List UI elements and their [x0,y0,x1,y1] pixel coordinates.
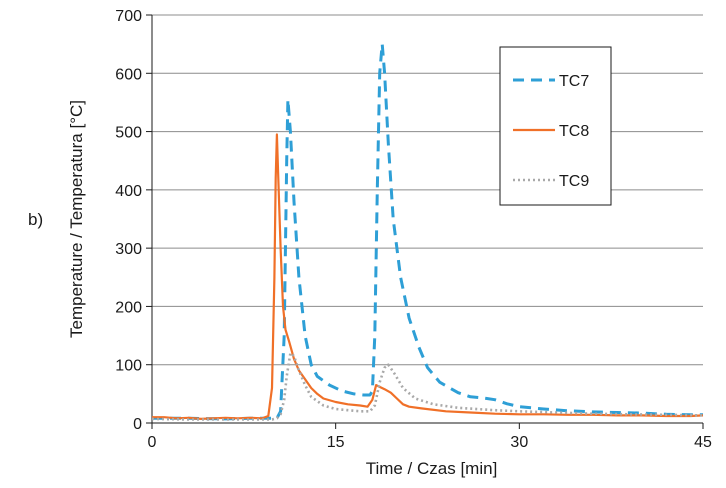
y-tick-label: 300 [115,241,142,258]
x-tick-label: 30 [510,434,528,451]
series-line-tc8 [152,133,704,420]
x-tick-labels: 0 15 30 45 [148,423,712,451]
legend-label-tc9: TC9 [559,173,589,190]
legend-label-tc7: TC7 [559,73,589,90]
y-tick-label: 400 [115,183,142,200]
x-tick-label: 15 [327,434,345,451]
y-tick-label: 700 [115,8,142,25]
y-tick-labels: 0 100 200 300 400 500 600 700 [115,8,152,433]
y-tick-label: 600 [115,66,142,83]
y-tick-label: 100 [115,358,142,375]
y-axis-title: Temperature / Temperatura [°C] [67,100,86,338]
panel-label: b) [28,210,43,229]
y-tick-label: 500 [115,125,142,142]
legend-label-tc8: TC8 [559,123,589,140]
x-tick-label: 45 [694,434,712,451]
x-tick-label: 0 [148,434,157,451]
x-axis-title: Time / Czas [min] [366,459,498,478]
legend-entries: TC7 TC8 TC9 [513,73,589,190]
series-lines [151,42,704,421]
axes [151,15,703,424]
legend-box [499,46,612,206]
y-tick-label: 0 [133,416,142,433]
series-line-tc7 [152,42,703,421]
legend: TC7 TC8 TC9 [499,46,612,206]
y-tick-label: 200 [115,299,142,316]
horizontal-grid [152,14,703,366]
